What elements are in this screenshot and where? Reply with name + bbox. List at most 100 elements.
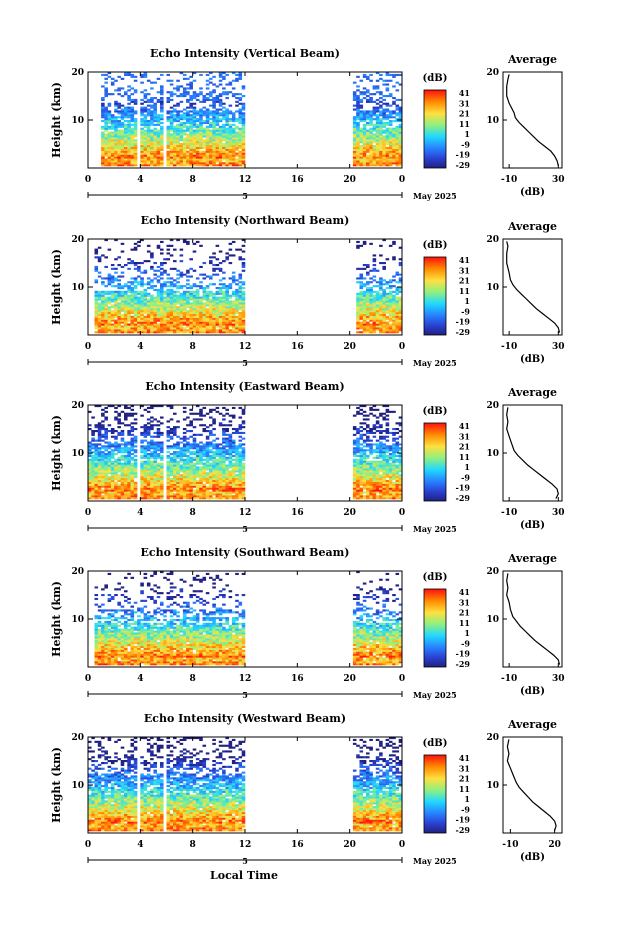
heatmap-cell <box>212 283 216 286</box>
heatmap-cell <box>238 160 243 163</box>
heatmap-cell <box>202 406 207 410</box>
heatmap-cell <box>212 100 216 103</box>
heatmap-cell <box>114 472 118 475</box>
heatmap-cell <box>101 125 105 128</box>
heatmap-cell <box>127 308 131 311</box>
heatmap-cell <box>182 487 187 490</box>
heatmap-cell <box>133 485 138 488</box>
heatmap-cell <box>359 300 364 303</box>
heatmap-cell <box>231 148 236 151</box>
heatmap-cell <box>215 118 220 121</box>
heatmap-cell <box>222 319 226 322</box>
heatmap-cell <box>189 479 193 483</box>
heatmap-cell <box>195 495 200 498</box>
heatmap-cell <box>235 143 239 146</box>
heatmap-cell <box>238 298 243 301</box>
heatmap-cell <box>218 317 223 320</box>
heatmap-cell <box>104 116 108 119</box>
heatmap-cell <box>97 449 102 452</box>
heatmap-cell <box>124 476 128 479</box>
heatmap-cell <box>375 139 380 142</box>
heatmap-cell <box>143 73 148 77</box>
heatmap-cell <box>182 160 187 163</box>
heatmap-cell <box>205 458 210 461</box>
heatmap-cell <box>186 292 190 295</box>
heatmap-cell <box>166 141 171 144</box>
heatmap-cell <box>385 110 390 113</box>
heatmap-cell <box>130 145 135 148</box>
heatmap-cell <box>160 118 164 121</box>
heatmap-cell <box>388 331 393 334</box>
heatmap-cell <box>173 298 177 301</box>
heatmap-cell <box>366 123 370 126</box>
heatmap-cell <box>101 426 105 429</box>
colorbar-tick-label: -29 <box>456 327 471 337</box>
heatmap-cell <box>160 145 164 148</box>
heatmap-cell <box>186 160 190 163</box>
heatmap-cell <box>202 273 207 276</box>
heatmap-cell <box>379 91 383 94</box>
heatmap-cell <box>160 312 164 315</box>
heatmap-cell <box>166 98 171 102</box>
heatmap-cell <box>228 148 233 151</box>
heatmap-cell <box>356 114 360 117</box>
heatmap-cell <box>117 414 121 417</box>
heatmap-cell <box>356 246 360 249</box>
heatmap-cell <box>124 290 128 293</box>
heatmap-cell <box>192 468 197 471</box>
heatmap-cell <box>117 290 121 293</box>
heatmap-cell <box>166 143 171 146</box>
heatmap-cell <box>133 145 138 148</box>
heatmap-cell <box>146 315 151 318</box>
heatmap-cell <box>124 493 128 496</box>
heatmap-cell <box>133 125 138 128</box>
heatmap-cell <box>186 275 190 278</box>
heatmap-cell <box>110 325 115 328</box>
heatmap-cell <box>209 95 213 98</box>
heatmap-cell <box>124 133 128 136</box>
heatmap-cell <box>133 294 138 297</box>
heatmap-cell <box>392 152 396 155</box>
heatmap-cell <box>160 327 164 330</box>
heatmap-cell <box>110 123 115 126</box>
heatmap-cell <box>205 481 210 484</box>
heatmap-cell <box>169 127 174 130</box>
heatmap-cell <box>156 453 161 456</box>
heatmap-cell <box>379 327 383 330</box>
heatmap-cell <box>395 321 400 324</box>
heatmap-cell <box>173 481 177 484</box>
heatmap-cell <box>205 319 210 322</box>
heatmap-cell <box>97 302 102 305</box>
heatmap-cell <box>110 264 115 267</box>
heatmap-cell <box>107 116 112 119</box>
heatmap-cell <box>107 127 112 130</box>
heatmap-cell <box>101 156 105 159</box>
heatmap-cell <box>356 118 360 121</box>
heatmap-cell <box>212 308 216 311</box>
heatmap-cell <box>143 148 148 151</box>
heatmap-cell <box>114 267 118 270</box>
heatmap-cell <box>215 304 220 307</box>
heatmap-cell <box>117 89 121 92</box>
heatmap-cell <box>117 321 121 324</box>
heatmap-cell <box>215 449 220 452</box>
heatmap-cell <box>398 321 403 324</box>
heatmap-cell <box>388 310 393 313</box>
heatmap-cell <box>153 131 157 134</box>
heatmap-cell <box>124 414 128 417</box>
heatmap-cell <box>169 125 174 128</box>
heatmap-cell <box>107 331 112 334</box>
heatmap-cell <box>215 454 220 458</box>
heatmap-cell <box>209 145 213 148</box>
heatmap-cell <box>127 131 131 134</box>
heatmap-cell <box>356 331 360 334</box>
heatmap-cell <box>205 449 210 452</box>
heatmap-cell <box>173 248 177 251</box>
heatmap-cell <box>218 100 223 103</box>
heatmap-cell <box>195 154 200 157</box>
heatmap-cell <box>156 143 161 146</box>
heatmap-cell <box>235 331 239 334</box>
heatmap-cell <box>143 131 148 134</box>
heatmap-cell <box>182 139 187 142</box>
heatmap-cell <box>238 300 243 303</box>
